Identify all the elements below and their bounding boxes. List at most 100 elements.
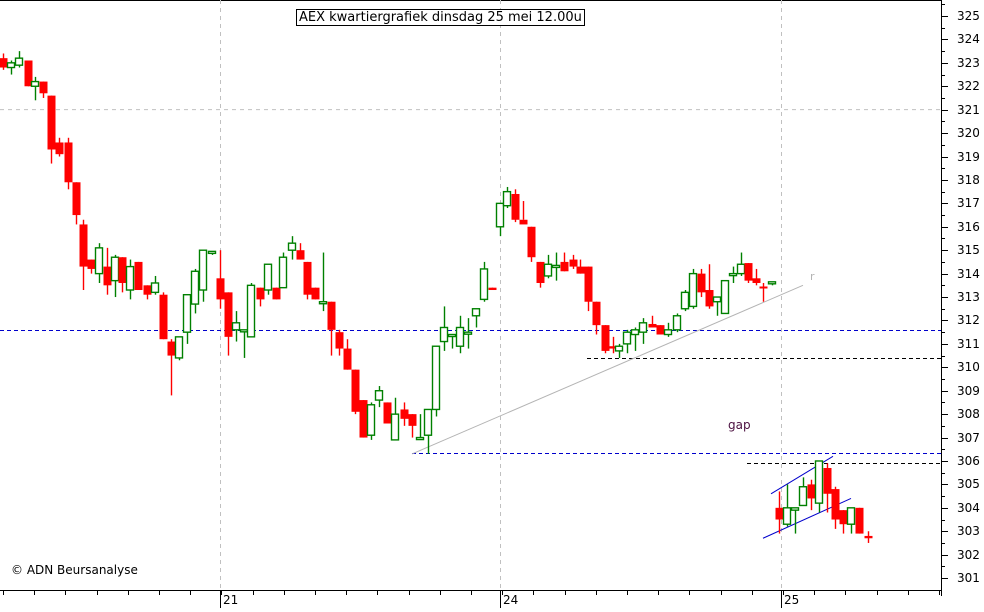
candle-body-down bbox=[864, 535, 873, 539]
candle-body-down bbox=[656, 325, 665, 335]
candle-body-up bbox=[423, 408, 433, 436]
candle-body-down bbox=[536, 261, 545, 283]
y-tick-label: 322 bbox=[957, 79, 980, 93]
candle-body-up bbox=[463, 331, 473, 335]
candle-body-up bbox=[630, 329, 640, 336]
trendline bbox=[411, 284, 804, 455]
y-tick-label: 308 bbox=[957, 407, 980, 421]
candle-body-down bbox=[143, 285, 152, 295]
y-tick-label: 312 bbox=[957, 313, 980, 327]
candle-body-down bbox=[560, 261, 569, 272]
y-tick-label: 306 bbox=[957, 454, 980, 468]
candle-body-up bbox=[239, 329, 249, 333]
y-tick-label: 305 bbox=[957, 477, 980, 491]
candle-body-up bbox=[712, 296, 722, 303]
candle-body-down bbox=[224, 292, 233, 337]
candle-body-down bbox=[488, 287, 497, 291]
candle-body-down bbox=[511, 193, 520, 220]
y-tick-label: 325 bbox=[957, 9, 980, 23]
candle-body-up bbox=[207, 250, 217, 255]
candle-body-up bbox=[263, 263, 273, 291]
candle-body-up bbox=[672, 315, 682, 331]
candle-body-down bbox=[584, 266, 593, 302]
candle-body-up bbox=[736, 263, 746, 275]
y-tick-label: 304 bbox=[957, 501, 980, 515]
candle-body-down bbox=[400, 409, 409, 419]
candle-body-up bbox=[14, 57, 24, 66]
candle-body-up bbox=[125, 265, 135, 291]
candle-body-down bbox=[759, 286, 768, 289]
candle-body-down bbox=[39, 81, 48, 94]
candle-body-up bbox=[287, 242, 297, 251]
candle-body-down bbox=[383, 402, 392, 424]
y-tick-label: 319 bbox=[957, 150, 980, 164]
candle-body-up bbox=[543, 263, 553, 277]
candle-body-down bbox=[327, 301, 336, 330]
y-tick-label: 317 bbox=[957, 196, 980, 210]
candle-body-down bbox=[807, 484, 816, 499]
y-tick-label: 324 bbox=[957, 32, 980, 46]
copyright-label: © ADN Beursanalyse bbox=[11, 563, 138, 577]
candle-body-down bbox=[697, 273, 706, 293]
r-marker: r bbox=[810, 270, 815, 283]
candle-body-down bbox=[335, 332, 344, 349]
candle-body-up bbox=[846, 507, 856, 525]
candle-body-down bbox=[118, 257, 127, 283]
candle-body-up bbox=[814, 460, 824, 504]
y-tick-label: 323 bbox=[957, 56, 980, 70]
candle-body-up bbox=[190, 270, 200, 305]
candle-body-up bbox=[680, 291, 690, 310]
y-tick-label: 315 bbox=[957, 243, 980, 257]
candle-body-up bbox=[439, 326, 449, 343]
candle-body-down bbox=[775, 507, 784, 520]
candle-body-up bbox=[182, 293, 192, 333]
candle-body-up bbox=[551, 264, 561, 269]
candle-body-down bbox=[569, 259, 578, 267]
candle-body-down bbox=[72, 182, 81, 216]
y-tick-label: 309 bbox=[957, 384, 980, 398]
candle-body-up bbox=[318, 301, 328, 305]
candle-body-down bbox=[601, 325, 610, 351]
candle-body-up bbox=[390, 413, 400, 441]
candle-body-up bbox=[447, 333, 457, 338]
candle-body-down bbox=[752, 278, 761, 283]
y-tick-label: 313 bbox=[957, 290, 980, 304]
candle-body-down bbox=[0, 58, 8, 68]
candle-body-down bbox=[408, 414, 417, 426]
y-tick-label: 307 bbox=[957, 431, 980, 445]
candle-body-up bbox=[471, 308, 481, 317]
candle-body-up bbox=[431, 345, 441, 411]
candle-body-up bbox=[720, 279, 730, 315]
candle-body-down bbox=[311, 287, 320, 300]
candle-body-up bbox=[614, 345, 624, 352]
chart-title: AEX kwartiergrafiek dinsdag 25 mei 12.00… bbox=[296, 9, 585, 26]
candle-body-up bbox=[495, 202, 505, 228]
candle-body-up bbox=[231, 322, 241, 331]
candle-body-up bbox=[728, 272, 738, 277]
candle-body-down bbox=[855, 507, 864, 534]
candle-body-up bbox=[6, 62, 16, 69]
candle-body-down bbox=[159, 294, 168, 340]
candle-body-down bbox=[272, 287, 281, 300]
candle-body-up bbox=[663, 329, 673, 336]
candle-body-up bbox=[455, 326, 465, 347]
candle-body-down bbox=[343, 348, 352, 370]
candle-body-up bbox=[278, 256, 288, 289]
candle-body-down bbox=[831, 489, 840, 520]
y-tick-label: 310 bbox=[957, 360, 980, 374]
y-tick-label: 316 bbox=[957, 220, 980, 234]
candle-body-up bbox=[502, 190, 512, 207]
y-tick-label: 320 bbox=[957, 126, 980, 140]
y-tick-label: 301 bbox=[957, 571, 980, 585]
y-tick-label: 321 bbox=[957, 103, 980, 117]
candle-body-up bbox=[246, 284, 256, 338]
y-tick-label: 314 bbox=[957, 267, 980, 281]
candle-body-down bbox=[351, 369, 360, 412]
y-tick-label: 311 bbox=[957, 337, 980, 351]
candle-body-up bbox=[638, 322, 648, 333]
candle-body-up bbox=[767, 281, 777, 285]
candle-body-down bbox=[216, 278, 225, 300]
candle-body-up bbox=[30, 80, 40, 87]
candle-body-down bbox=[103, 266, 112, 286]
